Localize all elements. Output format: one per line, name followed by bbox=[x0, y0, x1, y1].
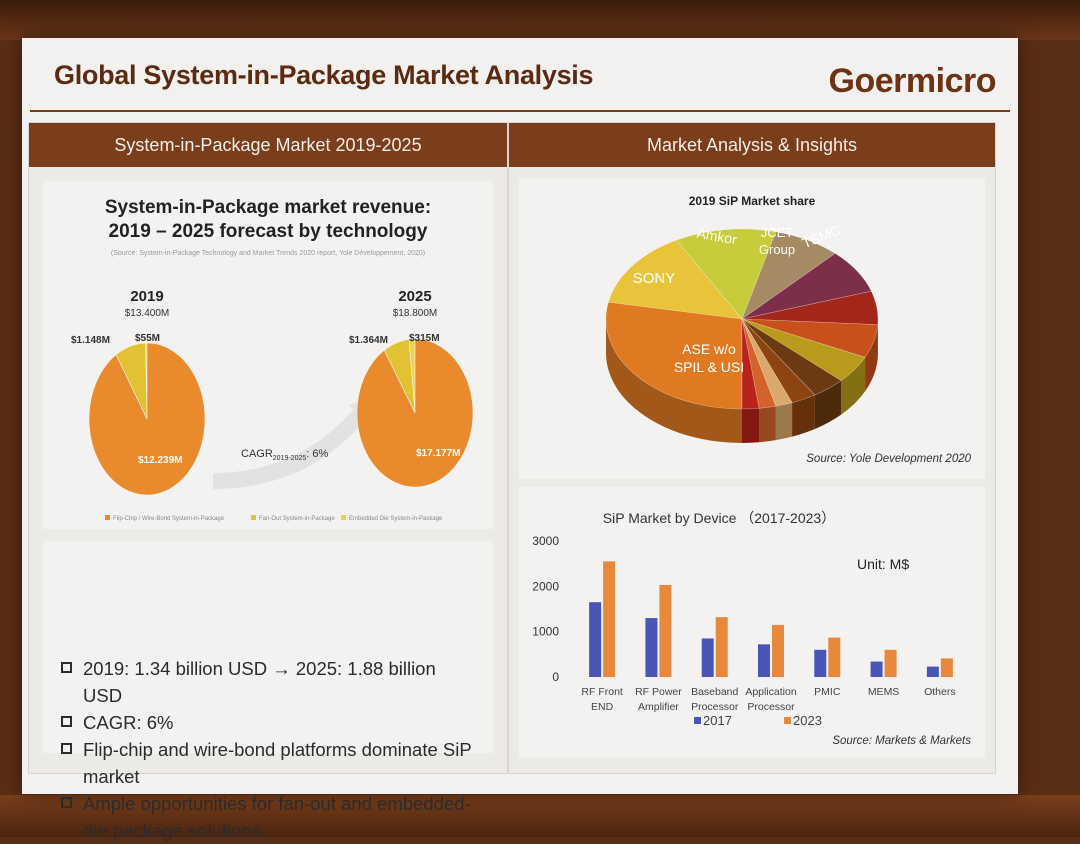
pie-2019-label-embedded: $55M bbox=[135, 333, 160, 344]
share-slice-label: SONY bbox=[633, 270, 676, 287]
pie-2019-label-flipchip: $12.239M bbox=[138, 455, 182, 466]
right-panel: Market Analysis & Insights 2019 SiP Mark… bbox=[508, 122, 996, 774]
pie-side bbox=[759, 406, 776, 442]
device-chart-title: SiP Market by Device （2017-2023） bbox=[603, 510, 835, 526]
legend-label-embedded: Embedded Die System-in-Package bbox=[349, 516, 443, 522]
forecast-legend: Flip-Chip / Wire-Bond System-in-Package … bbox=[105, 515, 443, 522]
pie-2025 bbox=[357, 339, 473, 487]
legend-swatch-embedded bbox=[341, 515, 346, 520]
forecast-title-line2: 2019 – 2025 forecast by technology bbox=[109, 221, 428, 242]
bar-2023 bbox=[716, 617, 728, 677]
slide-title: Global System-in-Package Market Analysis bbox=[54, 60, 593, 91]
device-chart-area: SiP Market by Device （2017-2023） Unit: M… bbox=[519, 487, 985, 757]
bar-2017 bbox=[758, 644, 770, 677]
key-point: CAGR: 6% bbox=[59, 709, 479, 736]
legend-label-fanout: Fan-Out System-in-Package bbox=[259, 516, 335, 522]
growth-arrow bbox=[213, 413, 361, 481]
left-panel: System-in-Package Market 2019-2025 Syste… bbox=[28, 122, 508, 774]
bar-2023 bbox=[659, 585, 671, 677]
category-label: PMIC bbox=[814, 686, 841, 698]
background-top bbox=[0, 0, 1080, 40]
legend-swatch-2023 bbox=[784, 717, 791, 724]
cagr-value: : 6% bbox=[306, 448, 328, 460]
checkbox-icon bbox=[61, 716, 72, 727]
legend-swatch-2017 bbox=[694, 717, 701, 724]
bar-2017 bbox=[871, 662, 883, 677]
pie-side bbox=[742, 408, 759, 443]
pie-2025-label-fanout: $1.364M bbox=[349, 335, 388, 346]
forecast-chart-area: System-in-Package market revenue: 2019 –… bbox=[43, 181, 493, 529]
y-tick-label: 1000 bbox=[532, 625, 559, 639]
y-tick-label: 2000 bbox=[532, 579, 559, 593]
pie-side bbox=[776, 403, 792, 440]
pie-2019-total: $13.400M bbox=[125, 308, 169, 319]
bar-2023 bbox=[772, 625, 784, 677]
pie-slice bbox=[357, 339, 473, 487]
unit-label: Unit: M$ bbox=[857, 556, 909, 572]
category-label: MEMS bbox=[868, 686, 900, 698]
bar-2023 bbox=[885, 650, 897, 677]
y-tick-label: 3000 bbox=[532, 534, 559, 548]
pie-2019 bbox=[89, 343, 205, 495]
checkbox-icon bbox=[61, 743, 72, 754]
pie-2025-title: 2025 bbox=[398, 288, 431, 305]
legend-label-flipchip: Flip-Chip / Wire-Bond System-in-Package bbox=[113, 516, 225, 522]
key-point-text: CAGR: 6% bbox=[83, 712, 173, 733]
bar-2023 bbox=[603, 561, 615, 677]
bar-2023 bbox=[828, 638, 840, 677]
checkbox-icon bbox=[61, 797, 72, 808]
legend-swatch-fanout bbox=[251, 515, 256, 520]
bar-2023 bbox=[941, 658, 953, 677]
key-point-text: 2019: 1.34 billion USD → 2025: 1.88 bill… bbox=[83, 658, 436, 706]
pie-2019-label-fanout: $1.148M bbox=[71, 335, 110, 346]
bar-2017 bbox=[814, 650, 826, 677]
left-panel-header: System-in-Package Market 2019-2025 bbox=[29, 123, 507, 167]
legend-label-2017: 2017 bbox=[703, 713, 732, 728]
bar-2017 bbox=[702, 638, 714, 677]
key-point: 2019: 1.34 billion USD → 2025: 1.88 bill… bbox=[59, 655, 479, 709]
bar-2017 bbox=[927, 667, 939, 677]
presentation-slide: Global System-in-Package Market Analysis… bbox=[22, 38, 1018, 794]
checkbox-icon bbox=[61, 662, 72, 673]
bar-2017 bbox=[645, 618, 657, 677]
pie-slice bbox=[89, 343, 205, 495]
device-chart-source: Source: Markets & Markets bbox=[832, 735, 971, 747]
cagr-subscript: 2019-2025 bbox=[273, 455, 307, 462]
key-point-text: Flip-chip and wire-bond platforms domina… bbox=[83, 739, 471, 787]
key-points-list: 2019: 1.34 billion USD → 2025: 1.88 bill… bbox=[59, 655, 479, 844]
key-point: Flip-chip and wire-bond platforms domina… bbox=[59, 736, 479, 790]
pie-2025-total: $18.800M bbox=[393, 308, 437, 319]
key-point-text: Ample opportunities for fan-out and embe… bbox=[83, 793, 471, 841]
company-logo: Goermicro bbox=[829, 62, 996, 101]
legend-label-2023: 2023 bbox=[793, 713, 822, 728]
pie-2025-label-embedded: $315M bbox=[409, 333, 440, 344]
y-tick-label: 0 bbox=[552, 670, 559, 684]
share-chart-title: 2019 SiP Market share bbox=[689, 194, 816, 208]
pie-2025-label-flipchip: $17.177M bbox=[416, 448, 460, 459]
key-point: Ample opportunities for fan-out and embe… bbox=[59, 790, 479, 844]
cagr-text: CAGR bbox=[241, 448, 273, 460]
legend-swatch-flipchip bbox=[105, 515, 110, 520]
forecast-source: (Source: System-in-Package Technology an… bbox=[111, 250, 425, 257]
right-panel-header: Market Analysis & Insights bbox=[509, 123, 995, 167]
title-divider bbox=[30, 110, 1010, 112]
cagr-label: CAGR2019-2025: 6% bbox=[241, 448, 328, 462]
bar-2017 bbox=[589, 602, 601, 677]
forecast-chart: System-in-Package market revenue: 2019 –… bbox=[43, 181, 493, 529]
forecast-title-line1: System-in-Package market revenue: bbox=[105, 197, 431, 218]
share-chart-source: Source: Yole Development 2020 bbox=[806, 453, 971, 465]
category-label: Others bbox=[924, 686, 956, 698]
device-bar-chart: SiP Market by Device （2017-2023） Unit: M… bbox=[519, 487, 985, 757]
pie-2019-title: 2019 bbox=[130, 288, 163, 305]
